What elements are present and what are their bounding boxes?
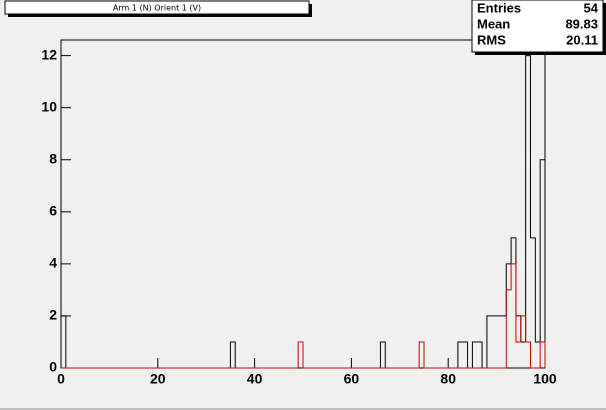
y-tick-label: 12 <box>41 46 57 62</box>
y-tick-label: 4 <box>49 255 57 271</box>
x-tick-label: 80 <box>440 371 456 387</box>
y-tick-label: 10 <box>41 98 57 114</box>
stat-label: Entries <box>477 0 521 15</box>
x-tick-label: 20 <box>150 371 166 387</box>
stat-label: Mean <box>477 16 510 31</box>
x-tick-label: 40 <box>247 371 263 387</box>
histogram-line <box>61 263 546 369</box>
stat-label: RMS <box>477 32 506 47</box>
stat-value: 20.11 <box>566 32 598 47</box>
chart-title: Arm 1 (N) Orient 1 (V) <box>113 4 201 13</box>
stat-value: 89.83 <box>565 16 598 31</box>
x-tick-label: 60 <box>344 371 360 387</box>
x-tick-label: 0 <box>57 371 65 387</box>
y-tick-label: 8 <box>49 150 57 166</box>
stats-box <box>471 0 604 53</box>
x-tick-label: 100 <box>533 371 557 387</box>
title-box <box>4 0 310 15</box>
frame <box>60 39 546 369</box>
stat-value: 54 <box>584 0 599 15</box>
y-tick-label: 0 <box>49 359 57 375</box>
y-tick-label: 6 <box>49 203 57 219</box>
y-tick-label: 2 <box>49 307 57 323</box>
